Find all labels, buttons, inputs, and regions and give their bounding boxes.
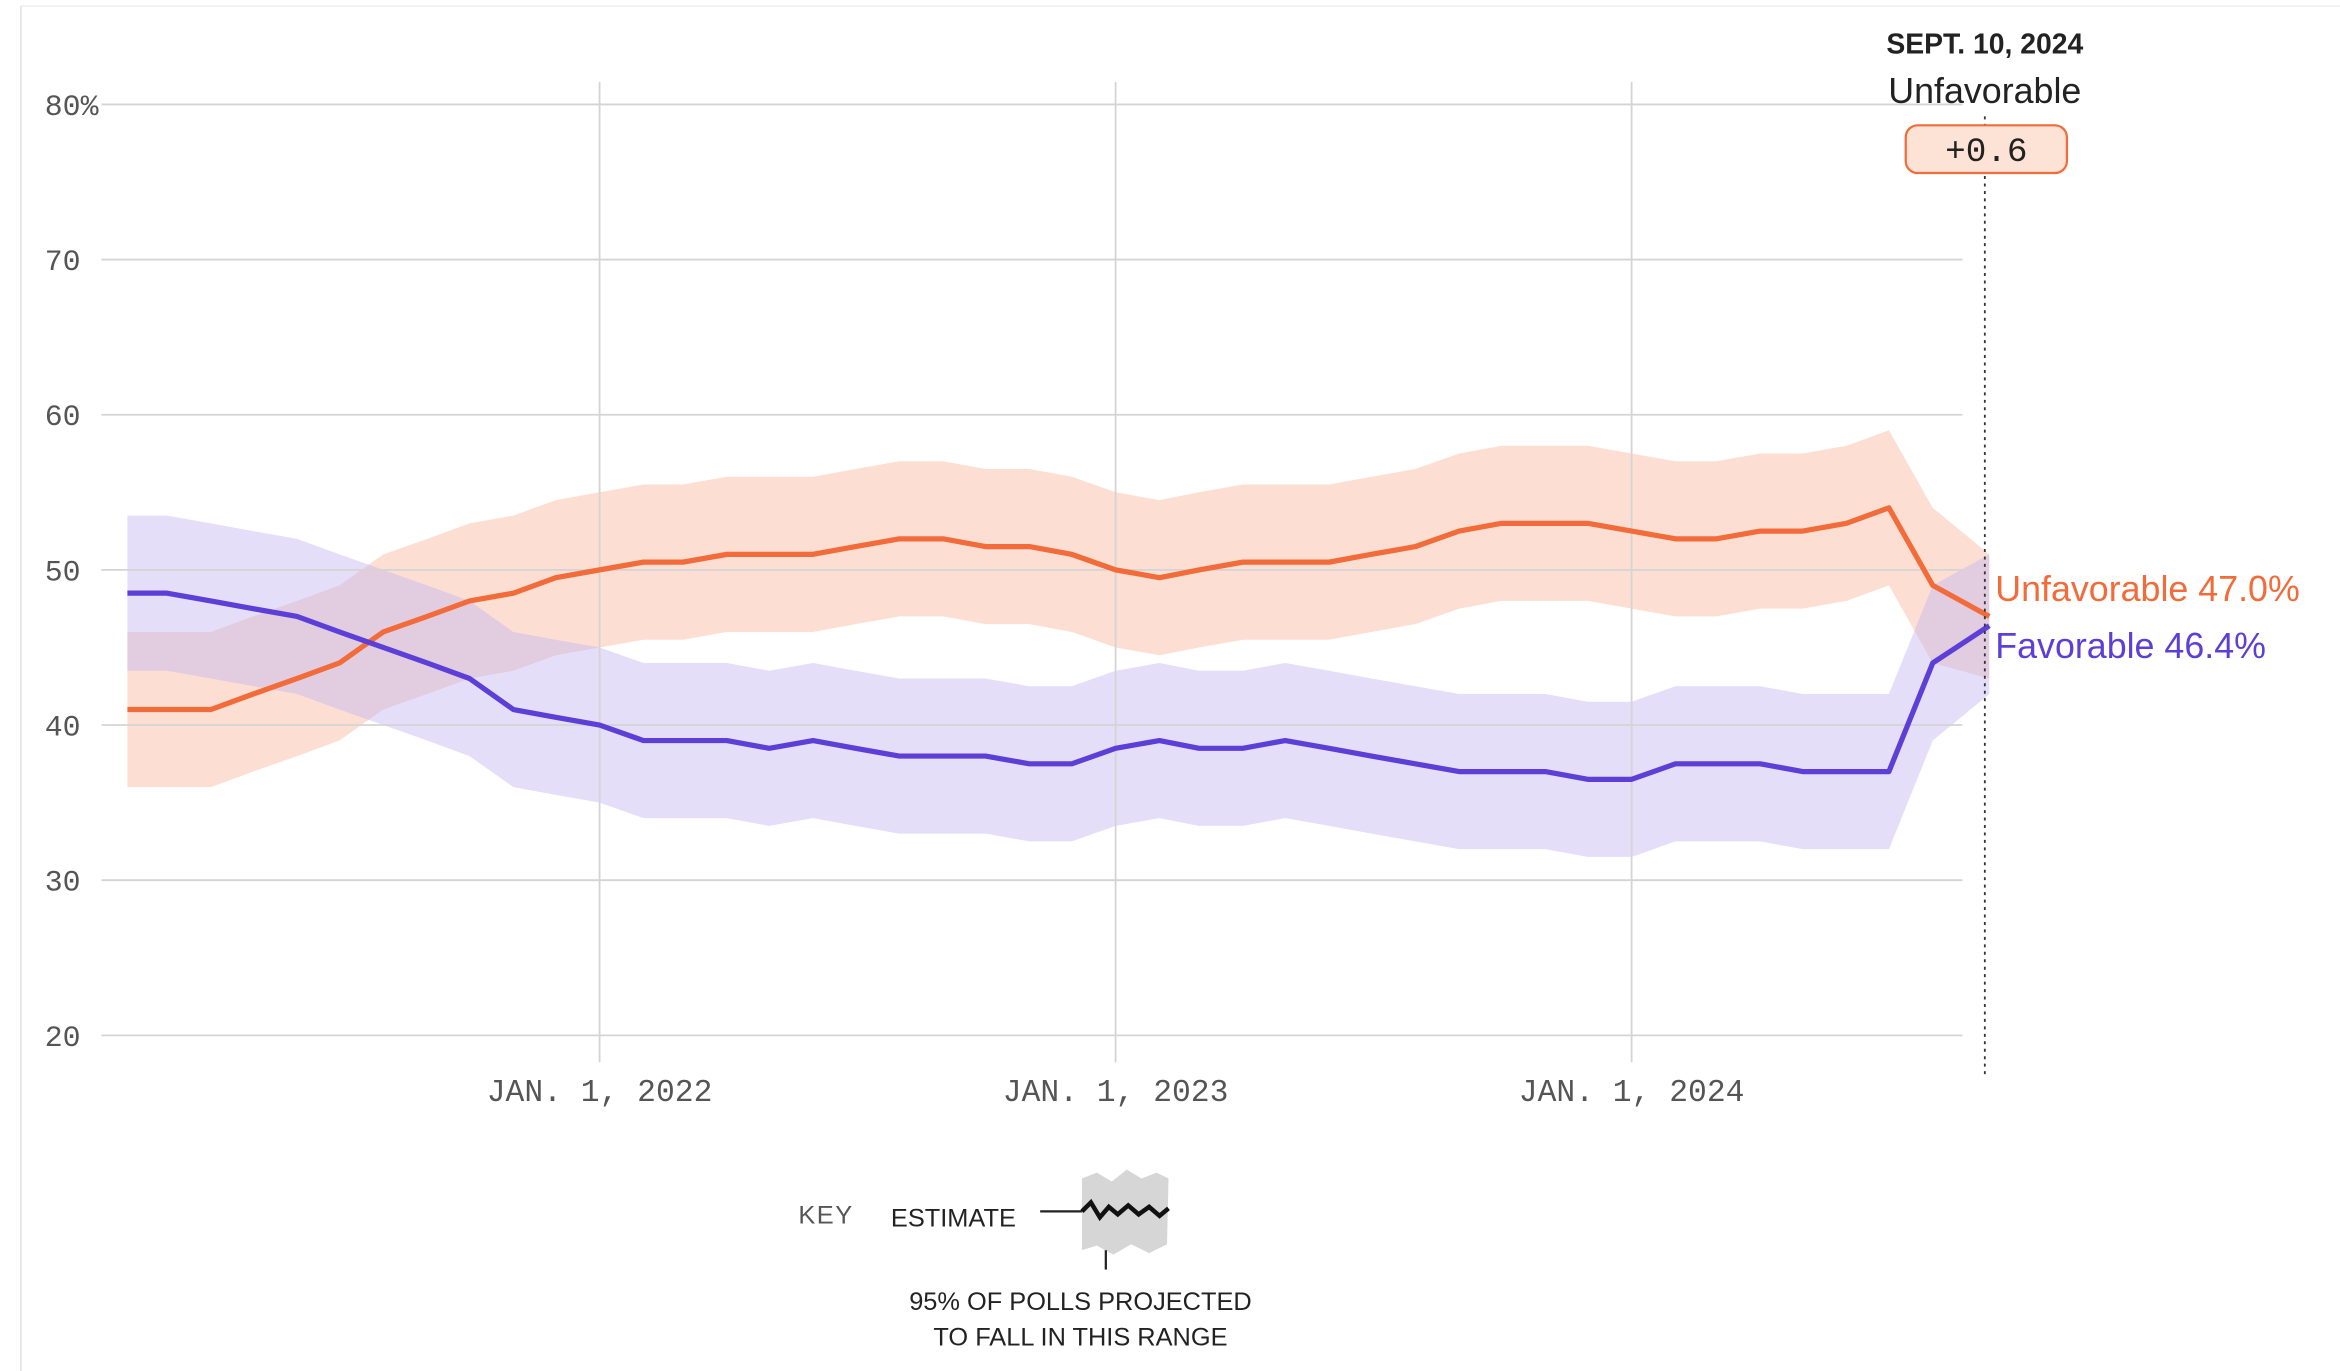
y-tick-label: 70 (45, 245, 81, 279)
key-line (1080, 1198, 1170, 1222)
key-estimate: ESTIMATE (891, 1204, 1016, 1232)
margin-label: +0.6 (1945, 133, 2027, 172)
end-label-name: Favorable (1995, 626, 2154, 666)
margin-box (1904, 124, 2069, 175)
end-label-value: 46.4% (2164, 626, 2266, 666)
key-range: TO FALL IN THIS RANGE (933, 1324, 1227, 1352)
key-range: 95% OF POLLS PROJECTED (909, 1288, 1252, 1316)
end-label-name: Unfavorable (1995, 569, 2188, 609)
annotation-leader: Unfavorable (1888, 71, 2081, 111)
x-tick-label: JAN. 1, 2024 (1519, 1076, 1745, 1111)
y-tick-label: 80% (45, 90, 99, 124)
end-label: Unfavorable 47.0% (1995, 569, 2300, 609)
end-label-value: 47.0% (2198, 569, 2300, 609)
end-label: Favorable 46.4% (1995, 626, 2266, 666)
key-band (1081, 1169, 1169, 1255)
y-tick-label: 30 (45, 866, 81, 900)
y-tick-label: 20 (45, 1021, 81, 1055)
y-tick-label: 40 (45, 710, 81, 744)
annotation-date: SEPT. 10, 2024 (1886, 29, 2083, 61)
x-tick-label: JAN. 1, 2022 (487, 1076, 713, 1111)
y-tick-label: 50 (45, 555, 81, 589)
key-title: KEY (798, 1201, 853, 1229)
y-tick-label: 60 (45, 400, 81, 434)
uncertainty-band (127, 430, 1990, 788)
x-tick-label: JAN. 1, 2023 (1003, 1076, 1229, 1111)
series-line (127, 590, 1991, 782)
series-line (127, 505, 1991, 713)
